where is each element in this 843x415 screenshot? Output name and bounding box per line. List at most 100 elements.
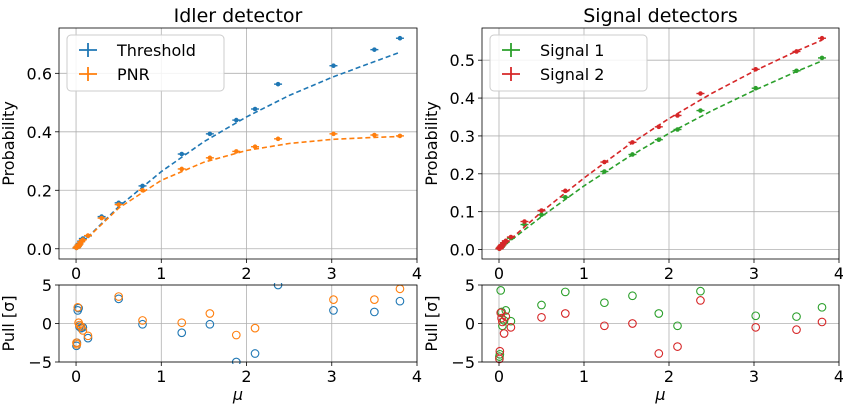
main-panel-left: 0 1 2 3 4 0.0 0.2 0.4 0.6 Probability Idler detect… [0, 5, 422, 283]
x-tick-label: 3 [327, 264, 337, 283]
pull-point [395, 284, 405, 294]
pull-point [537, 312, 546, 322]
y-tick-label: 0.6 [27, 64, 52, 83]
x-tick-label: 4 [834, 367, 843, 386]
y-tick-label: −5 [451, 353, 475, 372]
pull-point [501, 312, 511, 321]
pull-point [506, 323, 516, 332]
y-tick-label: 0.0 [27, 240, 52, 259]
main-panel-right: 0 1 2 3 4 0.0 0.1 0.2 0.3 0.4 0.5 Probability Signal… [422, 5, 843, 283]
pull-point [114, 294, 124, 304]
pull-point [654, 309, 664, 318]
x-tick-label: 0 [494, 367, 504, 386]
pull-point [654, 349, 664, 358]
axes-frame [481, 27, 840, 260]
pull-panel-left: 0 1 2 3 4 −5 0 5 Pull [σ] μ [0, 276, 422, 404]
x-tick-label: 1 [579, 264, 589, 283]
pull-point [74, 303, 83, 313]
pull-point [501, 306, 511, 315]
pull-panel-right: 0 1 2 3 4 −5 0 5 Pull [σ] μ [422, 276, 843, 404]
x-tick-label: 3 [327, 367, 337, 386]
pull-point [177, 318, 187, 328]
pull-point [817, 317, 827, 327]
pull-point [231, 330, 241, 340]
axes-frame [58, 27, 418, 260]
legend-frame [66, 34, 225, 92]
pull-point [751, 323, 761, 332]
x-tick-label: 2 [241, 367, 251, 386]
pull-point [673, 321, 682, 331]
y-tick-label: 0.5 [450, 51, 475, 70]
chart-title: Idler detector [174, 5, 303, 27]
y-tick-label: −5 [28, 353, 52, 372]
pull-point [73, 302, 83, 312]
pull-point [370, 295, 379, 304]
x-axis-label: μ [232, 385, 243, 404]
y-axis-label: Probability [0, 101, 18, 186]
pull-point [696, 286, 705, 296]
x-tick-label: 3 [749, 264, 759, 283]
pull-point [83, 331, 93, 341]
y-tick-label: 0.1 [450, 203, 475, 222]
y-tick-label: 0.3 [450, 127, 475, 146]
chart-title: Signal detectors [583, 5, 738, 27]
pull-point [560, 309, 570, 318]
pull-point [250, 349, 260, 358]
pull-point [138, 316, 147, 325]
x-tick-label: 0 [494, 264, 504, 283]
data-layer [72, 283, 405, 364]
pull-point [76, 322, 86, 331]
y-tick-label: 0 [42, 315, 52, 334]
y-axis-label: Pull [σ] [422, 295, 441, 351]
pull-point [496, 286, 506, 295]
pull-point [205, 309, 215, 318]
data-layer [495, 35, 826, 252]
pull-point [628, 291, 637, 301]
fit-curve [498, 39, 823, 251]
x-tick-label: 2 [664, 264, 674, 283]
pull-point [205, 319, 215, 329]
pull-point [537, 300, 546, 310]
pull-point [83, 333, 93, 343]
pull-point [600, 321, 609, 331]
y-tick-label: 5 [42, 276, 52, 295]
pull-point [560, 287, 570, 297]
pull-point [751, 311, 761, 321]
pull-point [495, 349, 505, 359]
x-axis-label: μ [654, 385, 665, 404]
pull-point [250, 323, 260, 333]
pull-point [495, 346, 505, 356]
y-axis-label: Pull [σ] [0, 295, 18, 351]
pull-point [792, 312, 801, 321]
pull-point [673, 342, 682, 351]
x-tick-label: 2 [241, 264, 251, 283]
x-tick-label: 0 [71, 367, 81, 386]
legend: Signal 1 Signal 2 [489, 34, 648, 92]
legend-label: Signal 2 [540, 65, 604, 84]
pull-point [329, 295, 338, 304]
x-tick-label: 3 [749, 367, 759, 386]
legend-label: PNR [117, 65, 150, 84]
pull-point [329, 306, 338, 315]
pull-point [792, 325, 801, 335]
pull-point [78, 326, 88, 335]
pull-point [696, 296, 705, 305]
pull-point [177, 328, 187, 338]
y-tick-label: 5 [465, 276, 475, 295]
data-layer [495, 286, 827, 364]
pull-point [499, 329, 509, 338]
fit-curve [498, 60, 823, 251]
legend: Threshold PNR [66, 34, 225, 92]
pull-point [114, 292, 124, 301]
legend-label: Signal 1 [540, 41, 604, 60]
pull-point [817, 302, 827, 312]
fit-curve [75, 51, 401, 250]
pull-point [499, 316, 509, 325]
pull-point [506, 316, 516, 326]
x-tick-label: 1 [156, 264, 166, 283]
x-tick-label: 4 [412, 264, 422, 283]
pull-point [628, 319, 637, 328]
x-tick-label: 4 [834, 264, 843, 283]
y-tick-label: 0.2 [27, 181, 52, 200]
